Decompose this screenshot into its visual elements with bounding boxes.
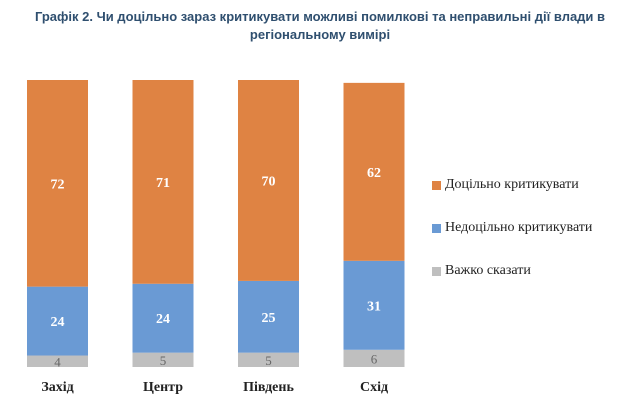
data-label-центр-0: 5 bbox=[160, 353, 167, 368]
data-label-схід-0: 6 bbox=[371, 351, 378, 366]
data-label-південь-1: 25 bbox=[262, 311, 276, 326]
chart-title: Графік 2. Чи доцільно зараз критикувати … bbox=[10, 8, 630, 44]
bar-segment-центр-1 bbox=[132, 283, 194, 353]
bar-segment-схід-0 bbox=[343, 349, 405, 367]
legend-label: Недоцільно критикувати bbox=[445, 220, 593, 235]
legend-swatch bbox=[432, 223, 441, 233]
bars-layer bbox=[27, 80, 405, 367]
category-label-південь: Південь bbox=[243, 380, 294, 395]
category-label-схід: Схід bbox=[360, 380, 388, 395]
category-labels-layer: Захід Центр Південь Схід bbox=[41, 380, 388, 395]
data-label-центр-1: 24 bbox=[156, 312, 170, 327]
data-label-схід-2: 62 bbox=[367, 166, 381, 181]
category-label-захід: Захід bbox=[41, 380, 73, 395]
legend-swatch bbox=[432, 180, 441, 190]
bar-segment-захід-2 bbox=[27, 80, 88, 287]
bar-segment-схід-2 bbox=[343, 82, 405, 261]
data-label-захід-1: 24 bbox=[51, 315, 65, 330]
chart-title-line-1: Графік 2. Чи доцільно зараз критикувати … bbox=[34, 9, 606, 24]
bar-segment-захід-1 bbox=[27, 286, 88, 356]
data-label-південь-0: 5 bbox=[265, 353, 272, 368]
legend-label: Доцільно критикувати bbox=[445, 177, 579, 192]
data-label-захід-0: 4 bbox=[54, 354, 61, 369]
legend-swatch bbox=[432, 266, 441, 276]
data-label-схід-1: 31 bbox=[367, 299, 381, 314]
bar-segment-південь-0 bbox=[238, 352, 299, 367]
bar-segment-південь-1 bbox=[238, 280, 299, 353]
bar-segment-схід-1 bbox=[343, 260, 405, 350]
bar-segment-центр-0 bbox=[132, 352, 194, 367]
legend: Доцільно критикувати Недоцільно критикува… bbox=[432, 175, 592, 304]
data-label-захід-2: 72 bbox=[51, 177, 65, 192]
legend-item-недоцільно-критикувати: Недоцільно критикувати bbox=[432, 218, 592, 238]
data-label-південь-2: 70 bbox=[262, 174, 276, 189]
category-label-центр: Центр bbox=[143, 380, 183, 395]
bar-segment-центр-2 bbox=[132, 80, 194, 284]
legend-label: Важко сказати bbox=[445, 263, 531, 278]
bar-segment-захід-0 bbox=[27, 355, 88, 367]
legend-item-важко-сказати: Важко сказати bbox=[432, 261, 592, 281]
data-labels-layer: 4 24 72 5 24 71 5 25 70 6 31 62 bbox=[51, 166, 382, 369]
chart-title-line-2: регіональному вимірі bbox=[249, 27, 391, 42]
legend-item-доцільно-критикувати: Доцільно критикувати bbox=[432, 175, 592, 195]
bar-segment-південь-2 bbox=[238, 80, 299, 281]
data-label-центр-2: 71 bbox=[156, 176, 170, 191]
